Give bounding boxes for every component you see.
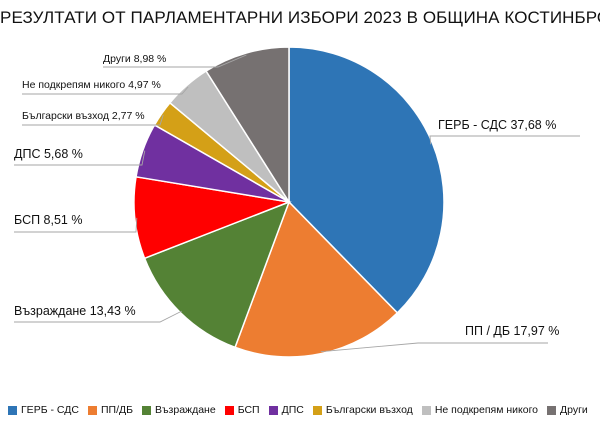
data-label: ПП / ДБ 17,97 % [465, 324, 559, 338]
legend-label: ГЕРБ - СДС [21, 404, 79, 416]
data-label: Български възход 2,77 % [22, 110, 145, 122]
legend-swatch [8, 405, 17, 415]
data-label: Възраждане 13,43 % [14, 304, 136, 318]
leader-line [14, 310, 182, 323]
leader-line [22, 114, 164, 126]
leader-line [14, 217, 138, 233]
data-label: БСП 8,51 % [14, 213, 82, 227]
data-label: ГЕРБ - СДС 37,68 % [438, 118, 556, 132]
legend-swatch [547, 405, 557, 415]
legend-label: ДПС [281, 404, 304, 416]
leader-line [22, 86, 189, 95]
leader-line [429, 135, 580, 145]
legend-item: ДПС [268, 404, 304, 416]
legend-label: Възраждане [154, 404, 216, 416]
pie-slice [143, 200, 291, 349]
legend-label: БСП [237, 404, 260, 416]
legend-swatch [141, 405, 151, 415]
legend-item: Не подкрепям никого [421, 404, 539, 416]
legend-item: ГЕРБ - СДС [8, 404, 79, 416]
legend-swatch [87, 405, 97, 415]
leader-line [320, 342, 548, 353]
legend-item: Български възход [312, 404, 413, 416]
chart-title: РЕЗУЛТАТИ ОТ ПАРЛАМЕНТАРНИ ИЗБОРИ 2023 В… [0, 8, 600, 27]
leader-line [14, 150, 146, 166]
legend-swatch [268, 405, 278, 415]
legend-label: Други [560, 404, 588, 416]
pie-slice [205, 46, 290, 205]
legend-swatch [312, 405, 322, 415]
legend-label: Не подкрепям никого [434, 404, 539, 416]
pie-slice [234, 200, 399, 358]
pie-slice [288, 46, 445, 314]
legend-swatch [224, 405, 234, 415]
legend-swatch [421, 405, 431, 415]
pie-chart: ГЕРБ - СДС 37,68 % ПП / ДБ 17,97 % Възражд… [14, 46, 580, 358]
legend-item: Други [547, 404, 588, 416]
legend-label: ПП/ДБ [100, 404, 133, 416]
data-label: Други 8,98 % [103, 53, 166, 65]
legend-item: ПП/ДБ [87, 404, 133, 416]
legend-item: Възраждане [141, 404, 216, 416]
legend-label: Български възход [325, 404, 413, 416]
leader-line [103, 54, 247, 68]
legend-item: БСП [224, 404, 260, 416]
data-label: Не подкрепям никого 4,97 % [22, 79, 161, 91]
data-label: ДПС 5,68 % [14, 147, 83, 161]
chart-legend: ГЕРБ - СДС ПП/ДБ Възраждане БСП ДПС Български… [8, 401, 598, 419]
